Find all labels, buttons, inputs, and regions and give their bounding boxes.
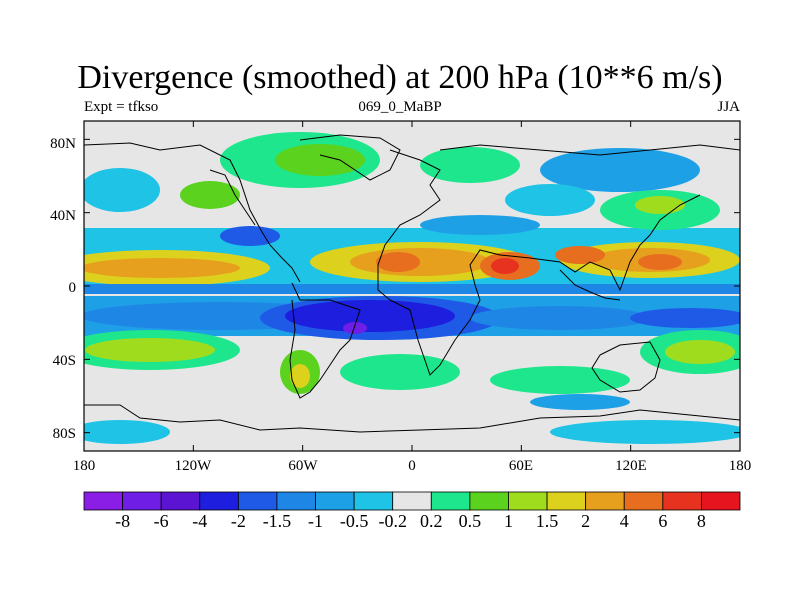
x-tick-label-120e: 120E [615, 458, 647, 474]
season-label: JJA [717, 99, 740, 115]
colorbar-label-13: 4 [619, 511, 629, 531]
field-contours [84, 132, 740, 444]
colorbar-swatch-2 [160, 491, 201, 511]
plot-title: Divergence (smoothed) at 200 hPa (10**6 … [77, 59, 723, 96]
colorbar-swatch-11 [508, 491, 548, 511]
colorbar-label-8: 0.2 [420, 511, 443, 531]
colorbar-label-3: -2 [230, 511, 246, 531]
y-axis-ticks [84, 138, 740, 434]
colorbar-label-6: -0.5 [339, 511, 369, 531]
colorbar-swatch-14 [623, 491, 664, 511]
colorbar-swatch-15 [662, 491, 702, 511]
case-label: 069_0_MaBP [358, 99, 442, 115]
colorbar-swatch-6 [315, 491, 355, 511]
colorbar-swatch-7 [353, 491, 394, 511]
y-tick-label-0: 0 [68, 280, 77, 296]
colorbar-label-5: -1 [308, 511, 324, 531]
colorbar-swatch-12 [546, 491, 587, 511]
colorbar-swatch-5 [276, 491, 316, 511]
colorbar [83, 491, 741, 511]
experiment-label: Expt = tfkso [84, 99, 159, 115]
colorbar-label-15: 8 [696, 511, 706, 531]
colorbar-label-1: -6 [153, 511, 169, 531]
colorbar-swatch-0 [83, 491, 123, 511]
colorbar-label-10: 1 [503, 511, 513, 531]
y-tick-label-80n: 80N [50, 136, 76, 152]
colorbar-swatch-16 [701, 491, 741, 511]
x-tick-label-180e: 180 [728, 458, 752, 474]
colorbar-label-2: -4 [192, 511, 208, 531]
colorbar-label-9: 0.5 [458, 511, 482, 531]
coastlines [84, 134, 740, 433]
colorbar-label-7: -0.2 [378, 511, 407, 531]
colorbar-label-12: 2 [581, 511, 591, 531]
y-tick-label-40n: 40N [50, 208, 76, 224]
x-tick-label-60e: 60E [508, 458, 534, 474]
colorbar-swatch-3 [199, 491, 239, 511]
colorbar-label-11: 1.5 [535, 511, 559, 531]
colorbar-label-14: 6 [658, 511, 668, 531]
colorbar-swatch-1 [122, 491, 162, 511]
x-tick-label-0: 0 [408, 458, 416, 474]
colorbar-swatch-4 [237, 491, 278, 511]
colorbar-swatch-9 [430, 491, 471, 511]
x-axis-ticks [83, 121, 741, 451]
colorbar-swatch-8 [392, 491, 432, 511]
y-tick-label-40s: 40S [52, 353, 76, 369]
x-tick-label-180w: 180 [72, 458, 96, 474]
x-tick-label-120w: 120W [174, 458, 212, 474]
colorbar-swatch-10 [469, 491, 509, 511]
colorbar-label-0: -8 [115, 511, 131, 531]
colorbar-swatch-13 [585, 491, 625, 511]
colorbar-label-4: -1.5 [262, 511, 292, 531]
x-tick-label-60w: 60W [288, 458, 318, 474]
y-tick-label-80s: 80S [52, 426, 76, 442]
